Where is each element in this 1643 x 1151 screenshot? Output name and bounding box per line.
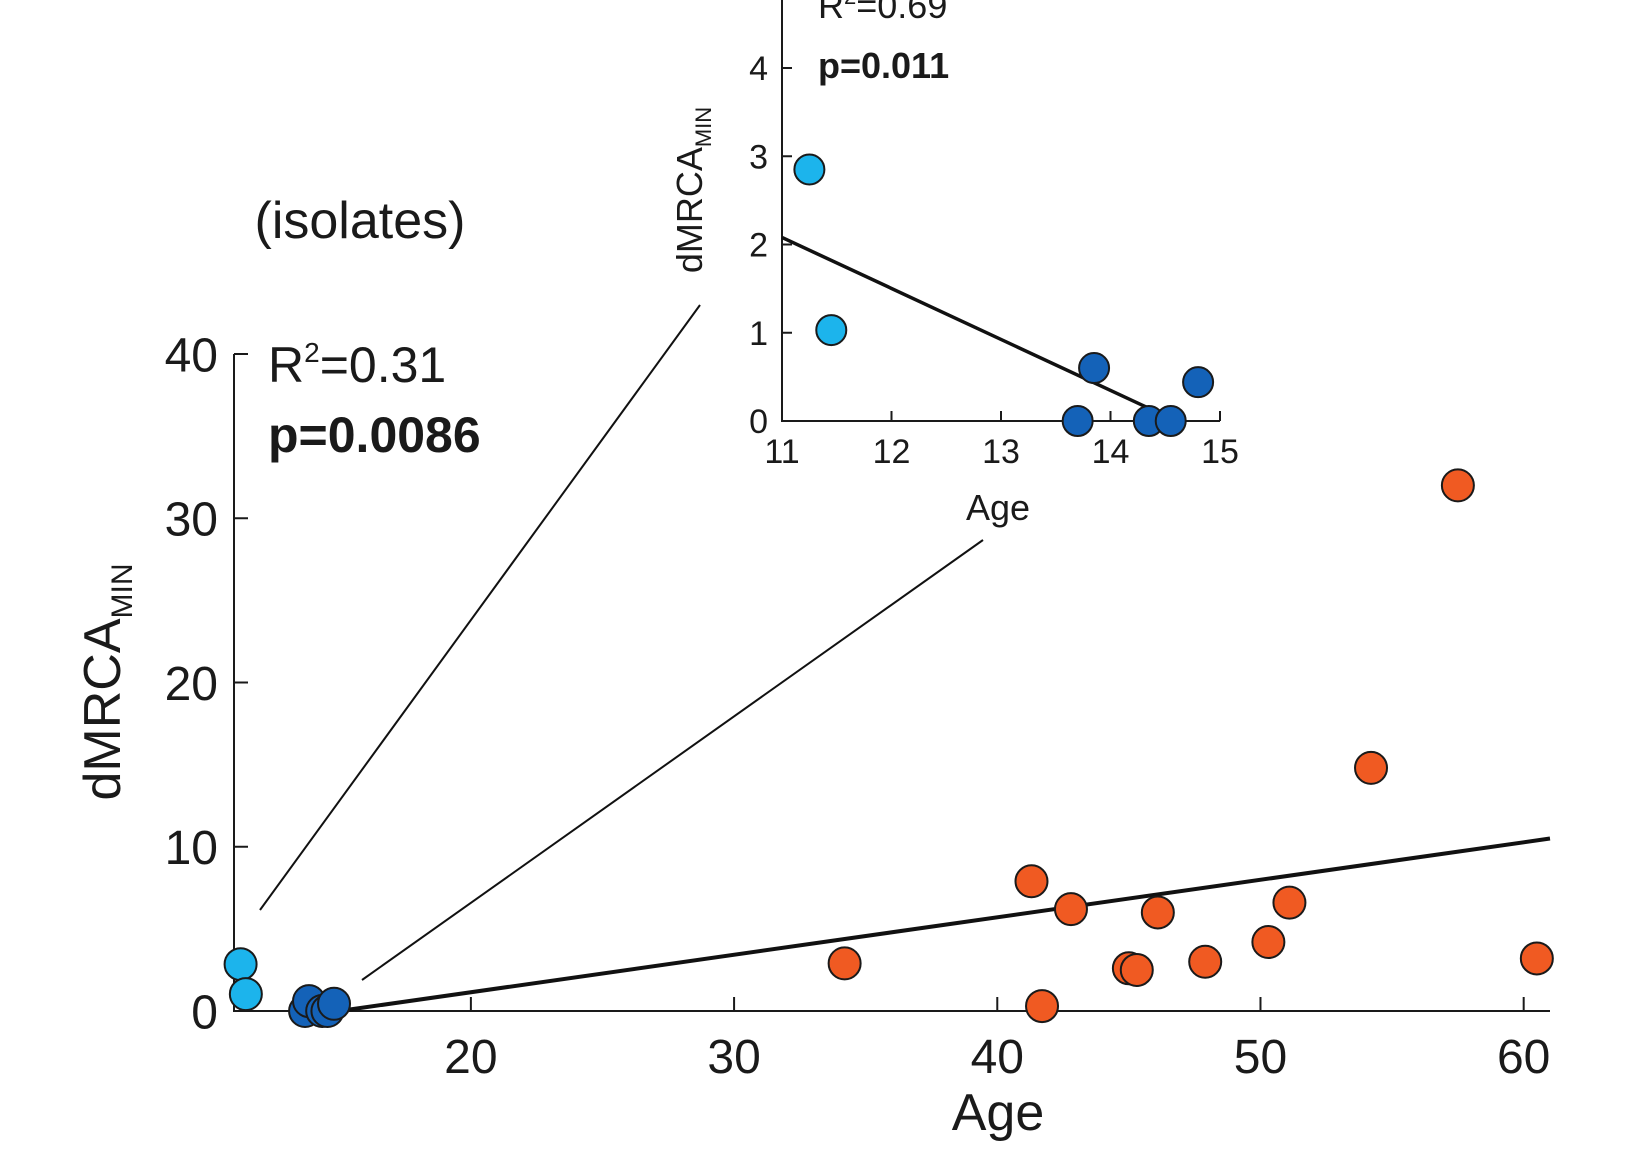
main-y-tick-label: 30 xyxy=(165,494,218,547)
group-label: (isolates) xyxy=(255,192,466,250)
main-r2-value: =0.31 xyxy=(320,337,447,393)
inset-x-tick-label: 14 xyxy=(1092,433,1130,471)
inset-point-children-light xyxy=(793,153,826,186)
inset-r2-value: =0.69 xyxy=(856,0,947,26)
zoom-connector-lower xyxy=(361,539,984,981)
inset-y-tick-label: 1 xyxy=(749,315,768,353)
main-point-adults xyxy=(1519,941,1554,976)
inset-point-children-light xyxy=(815,314,848,347)
main-x-tick-label: 40 xyxy=(971,1031,1024,1084)
main-r2-sup: 2 xyxy=(304,337,320,368)
main-point-adults xyxy=(1053,892,1088,927)
main-point-children-dark xyxy=(317,986,352,1021)
main-y-axis-label: dMRCAMIN xyxy=(74,563,139,800)
inset-r2-prefix: R xyxy=(818,0,844,26)
main-y-tick-label: 40 xyxy=(165,329,218,382)
main-point-adults xyxy=(1119,952,1154,987)
main-point-adults xyxy=(1440,468,1475,503)
main-point-adults xyxy=(1272,885,1307,920)
inset-y-tick-label: 0 xyxy=(749,403,768,441)
inset-x-tick-label: 12 xyxy=(873,433,911,471)
main-point-adults xyxy=(1014,864,1049,899)
main-point-adults xyxy=(827,946,862,981)
inset-y-label-subscript: MIN xyxy=(691,107,716,147)
inset-y-tick-label: 4 xyxy=(749,50,768,88)
main-point-adults xyxy=(1025,989,1060,1024)
inset-y-label-main: dMRCA xyxy=(669,147,710,273)
main-x-tick-label: 50 xyxy=(1234,1031,1287,1084)
inset-p-value: p=0.011 xyxy=(818,45,949,86)
main-y-label-subscript: MIN xyxy=(106,563,139,618)
main-r2-stat: R2=0.31 xyxy=(268,337,446,393)
main-x-tick-label: 60 xyxy=(1497,1031,1550,1084)
inset-x-tick-label: 11 xyxy=(764,433,799,471)
main-x-axis-label: Age xyxy=(952,1084,1045,1142)
main-x-tick-label: 20 xyxy=(444,1031,497,1084)
main-points xyxy=(223,468,1554,1028)
inset-point-children-dark xyxy=(1061,405,1094,437)
main-y-tick-label: 0 xyxy=(191,986,218,1039)
inset-fit-line xyxy=(781,235,1177,423)
main-point-adults xyxy=(1251,925,1286,960)
main-y-tick-label: 20 xyxy=(165,658,218,711)
inset-x-tick-label: 13 xyxy=(982,433,1020,471)
inset-y-axis-label: dMRCAMIN xyxy=(669,107,716,273)
main-point-adults xyxy=(1188,944,1223,979)
inset-x-axis-label: Age xyxy=(966,487,1030,528)
main-point-children-light xyxy=(223,947,258,982)
main-point-adults xyxy=(1140,895,1175,930)
main-x-tick-label: 30 xyxy=(707,1031,760,1084)
inset-points xyxy=(793,153,1215,437)
inset-point-children-dark xyxy=(1078,352,1111,385)
main-fit-line xyxy=(338,836,1551,1013)
inset-y-tick-label: 2 xyxy=(749,227,768,265)
main-point-children-light xyxy=(228,977,263,1012)
inset-r2-stat: R2=0.69 xyxy=(818,0,947,26)
inset-x-tick-label: 15 xyxy=(1201,433,1239,471)
zoom-connector-upper xyxy=(259,304,701,911)
inset-r2-sup: 2 xyxy=(844,0,856,9)
main-point-adults xyxy=(1354,750,1389,785)
main-y-tick-label: 10 xyxy=(165,822,218,875)
inset-point-children-dark xyxy=(1182,366,1215,399)
main-y-label-main: dMRCA xyxy=(74,618,132,800)
main-r2-prefix: R xyxy=(268,337,304,393)
main-p-value: p=0.0086 xyxy=(268,407,481,463)
inset-point-children-dark xyxy=(1154,405,1187,437)
inset-y-tick-label: 3 xyxy=(749,138,768,176)
